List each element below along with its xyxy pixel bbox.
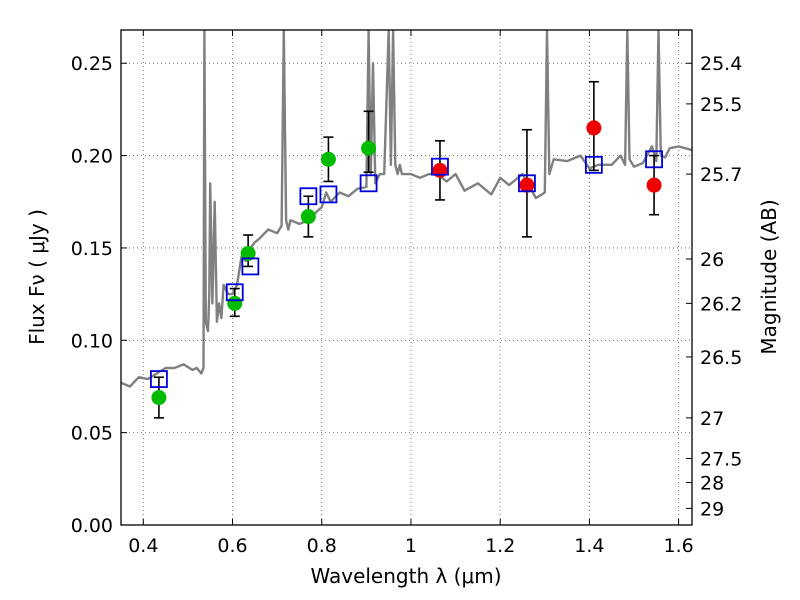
- plot-area: [121, 30, 692, 419]
- model-band-square: [319, 185, 338, 204]
- y2-tick-label: 25.7: [700, 164, 742, 186]
- green-photometry-point: [240, 245, 256, 261]
- right-axis-label: Magnitude (AB): [757, 199, 781, 354]
- y2-tick-label: 25.4: [700, 53, 742, 75]
- plot-frame: [120, 29, 693, 526]
- red-photometry-point: [519, 177, 535, 193]
- x-tick-label: 0.6: [217, 535, 247, 557]
- green-photometry-point: [151, 390, 167, 406]
- model-band-square: [299, 187, 318, 206]
- y-tick-label: 0.20: [71, 146, 113, 168]
- x-tick-label: 1.6: [664, 535, 694, 557]
- x-axis-label: Wavelength λ (μm): [310, 564, 501, 588]
- green-photometry-point: [320, 151, 336, 167]
- x-tick-label: 0.4: [128, 535, 158, 557]
- y2-tick-label: 26.5: [700, 347, 742, 369]
- y2-tick-label: 25.5: [700, 94, 742, 116]
- model-band-square: [584, 155, 603, 174]
- spectrum-line: [121, 30, 692, 388]
- y-tick-label: 0.05: [71, 423, 113, 445]
- green-photometry-point: [300, 209, 316, 225]
- model-band-square: [225, 283, 244, 302]
- x-tick-label: 1: [405, 535, 417, 557]
- red-photometry-point: [586, 120, 602, 136]
- model-band-square: [645, 150, 663, 169]
- y2-tick-label: 26.2: [700, 293, 742, 315]
- y2-tick-label: 29: [700, 498, 724, 520]
- red-photometry-point: [646, 177, 662, 193]
- grid: [121, 30, 692, 526]
- y2-tick-label: 27.5: [700, 449, 742, 471]
- axis-ticks: 0.4 0.6 0.8 1 1.2 1.4 1.6 0.00 0.05 0.10 0.15 0.20 0…: [71, 30, 742, 557]
- y-tick-label: 0.15: [71, 238, 113, 260]
- y-axis-label: Flux Fν ( μJy ): [25, 209, 49, 345]
- model-band-square: [359, 174, 378, 193]
- y-tick-label: 0.10: [71, 330, 113, 352]
- model-band-square: [431, 157, 449, 176]
- model-band-square: [241, 257, 260, 276]
- x-tick-label: 0.8: [307, 535, 337, 557]
- y2-tick-label: 28: [700, 473, 724, 495]
- x-tick-label: 1.4: [574, 535, 604, 557]
- x-tick-label: 1.2: [485, 535, 515, 557]
- y2-tick-label: 26: [700, 249, 724, 271]
- y-tick-label: 0.00: [71, 515, 113, 537]
- green-photometry-point: [361, 140, 377, 156]
- red-photometry-point: [432, 162, 448, 178]
- green-photometry-point: [227, 295, 243, 311]
- y-tick-label: 0.25: [71, 53, 113, 75]
- model-band-square: [518, 174, 536, 193]
- model-band-square: [150, 370, 168, 388]
- y2-tick-label: 27: [700, 408, 724, 430]
